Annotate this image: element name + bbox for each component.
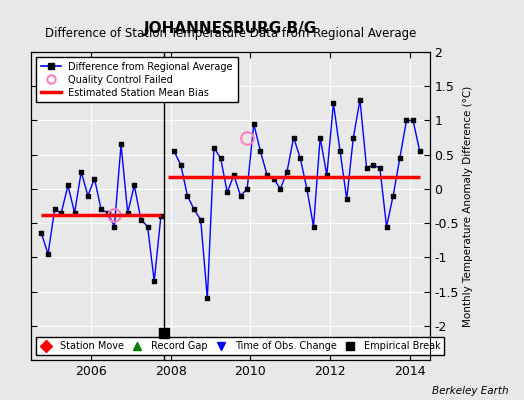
Point xyxy=(190,206,198,213)
Point xyxy=(289,134,298,141)
Point xyxy=(50,206,59,213)
Point xyxy=(183,192,192,199)
Point xyxy=(316,134,324,141)
Point xyxy=(402,117,411,124)
Point xyxy=(409,117,417,124)
Point xyxy=(37,230,46,236)
Point xyxy=(230,172,238,178)
Point xyxy=(376,165,384,172)
Point xyxy=(396,155,404,161)
Text: Berkeley Earth: Berkeley Earth xyxy=(432,386,508,396)
Point xyxy=(157,213,165,220)
Point xyxy=(329,100,337,106)
Point xyxy=(84,192,92,199)
Point xyxy=(144,223,152,230)
Point xyxy=(130,182,138,189)
Point xyxy=(336,148,344,154)
Point xyxy=(124,210,132,216)
Title: JOHANNESBURG B/G: JOHANNESBURG B/G xyxy=(144,20,317,36)
Point xyxy=(323,172,331,178)
Point xyxy=(356,97,364,103)
Point xyxy=(363,165,371,172)
Point xyxy=(383,223,391,230)
Point xyxy=(117,141,125,148)
Point xyxy=(263,172,271,178)
Point xyxy=(283,168,291,175)
Point xyxy=(57,210,66,216)
Point xyxy=(110,223,118,230)
Point xyxy=(269,176,278,182)
Point xyxy=(256,148,265,154)
Point xyxy=(150,278,158,284)
Point xyxy=(416,148,424,154)
Text: Difference of Station Temperature Data from Regional Average: Difference of Station Temperature Data f… xyxy=(45,27,416,40)
Point xyxy=(137,216,145,223)
Point xyxy=(223,189,232,196)
Legend: Station Move, Record Gap, Time of Obs. Change, Empirical Break: Station Move, Record Gap, Time of Obs. C… xyxy=(36,337,444,355)
Point xyxy=(243,186,252,192)
Point xyxy=(296,155,304,161)
Point xyxy=(236,192,245,199)
Point xyxy=(309,223,318,230)
Point xyxy=(70,210,79,216)
Point xyxy=(77,168,85,175)
Point xyxy=(276,186,285,192)
Point xyxy=(369,162,377,168)
Point xyxy=(249,121,258,127)
Point xyxy=(196,216,205,223)
Point xyxy=(349,134,357,141)
Point xyxy=(104,210,112,216)
Point xyxy=(303,186,311,192)
Point xyxy=(90,176,99,182)
Point xyxy=(343,196,351,202)
Point xyxy=(210,145,218,151)
Point xyxy=(97,206,105,213)
Point xyxy=(177,162,185,168)
Point xyxy=(389,192,397,199)
Point xyxy=(44,251,52,257)
Point xyxy=(170,148,178,154)
Point xyxy=(216,155,225,161)
Point xyxy=(203,295,212,302)
Point xyxy=(64,182,72,189)
Y-axis label: Monthly Temperature Anomaly Difference (°C): Monthly Temperature Anomaly Difference (… xyxy=(463,85,473,327)
